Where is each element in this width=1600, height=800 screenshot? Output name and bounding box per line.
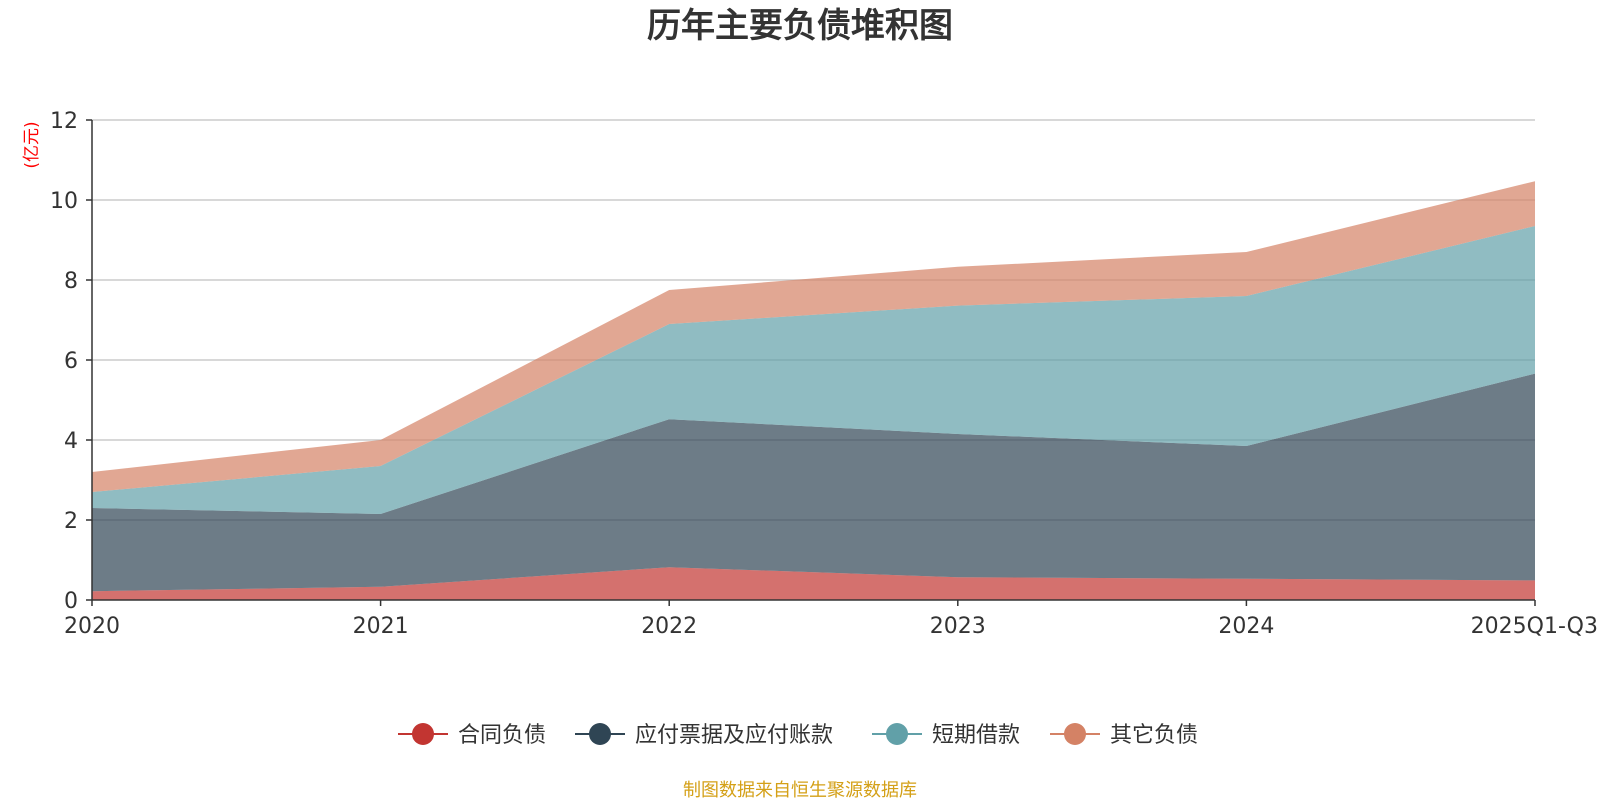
y-tick-label: 10 [50,189,78,214]
y-tick-label: 2 [64,509,78,534]
axes: 0 2 4 6 8 10 12 2020 2021 2022 2023 2024 2025Q1-Q3 [50,109,1598,639]
area-series-3[interactable] [92,181,1535,492]
area-series-2[interactable] [92,226,1535,514]
source-note: 制图数据来自恒生聚源数据库 [683,780,917,800]
x-tick-label: 2023 [930,614,986,639]
legend-circle-marker [589,723,611,745]
y-tick-label: 6 [64,349,78,374]
x-tick-label: 2022 [641,614,697,639]
legend[interactable]: 合同负债 应付票据及应付账款 短期借款 其它负债 [398,723,1198,748]
area-series-1[interactable] [92,373,1535,592]
legend-item[interactable]: 应付票据及应付账款 [575,723,833,748]
chart-title: 历年主要负债堆积图 [647,6,953,46]
x-tick-label: 2025Q1-Q3 [1471,614,1598,639]
y-tick-label: 8 [64,269,78,294]
x-tick-label: 2020 [64,614,120,639]
y-axis-unit-label: (亿元) [22,121,42,168]
x-tick-label: 2024 [1218,614,1274,639]
legend-circle-marker [1064,723,1086,745]
y-tick-label: 0 [64,589,78,614]
legend-item[interactable]: 合同负债 [398,723,546,748]
y-tick-label: 4 [64,429,78,454]
x-tick-label: 2021 [353,614,409,639]
legend-label: 其它负债 [1110,723,1198,748]
y-tick-label: 12 [50,109,78,134]
area-series-layer [92,181,1535,600]
legend-label: 短期借款 [932,723,1020,748]
legend-label: 应付票据及应付账款 [635,723,833,748]
area-series-0[interactable] [92,567,1535,600]
legend-circle-marker [886,723,908,745]
legend-item[interactable]: 其它负债 [1050,723,1198,748]
legend-item[interactable]: 短期借款 [872,723,1020,748]
legend-circle-marker [412,723,434,745]
legend-label: 合同负债 [458,723,546,748]
